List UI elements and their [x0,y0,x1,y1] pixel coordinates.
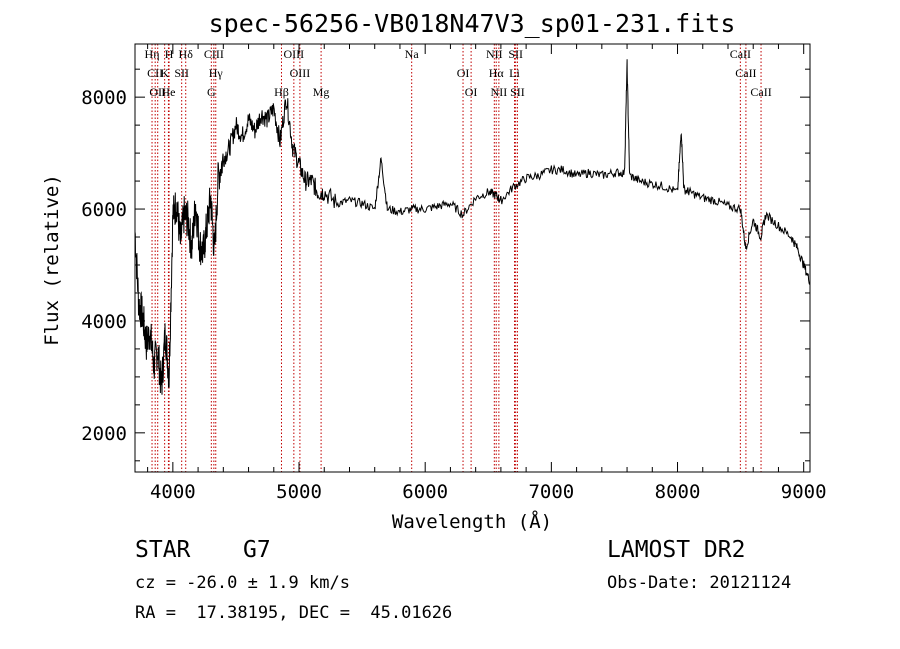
spectral-line-label: CaII [730,47,751,61]
plot-frame [134,43,811,473]
object-subclass: G7 [243,537,271,563]
survey-name: LAMOST DR2 [607,537,746,563]
spectral-line-label: OI [465,85,478,99]
spectral-line-label: Hγ [209,66,224,80]
y-axis-label: Flux (relative) [41,174,63,346]
spectral-line-label: Na [405,47,420,61]
y-tick-label: 6000 [81,199,127,221]
spectral-line-label: G [207,85,216,99]
spectral-line-label: He [161,85,175,99]
spectral-line-label: Hη [145,47,160,61]
spectral-line-label: CII [147,66,163,80]
spectral-line-label: Li [509,66,520,80]
coordinates: RA = 17.38195, DEC = 45.01626 [135,603,453,623]
x-tick-label: 6000 [402,481,448,503]
spectral-line-label: CaII [735,66,756,80]
x-tick-label: 5000 [276,481,322,503]
spectral-line-label: Hδ [179,47,194,61]
chart-title: spec-56256-VB018N47V3_sp01-231.fits [209,9,736,38]
x-tick-label: 7000 [528,481,574,503]
spectral-line-label: SII [174,66,189,80]
spectral-line-label: Mg [313,85,330,99]
spectral-line-label: OIII [284,47,305,61]
y-axis-ticks: 2000 4000 6000 8000 [81,68,810,462]
spectral-line-label: OI [457,66,470,80]
x-axis-ticks: 4000 5000 6000 7000 8000 9000 [147,44,827,503]
spectral-line-labels: HηCIIOIIHKHeHδSIIGCIIIHγHβOIIIOIIIMgNaOI… [145,47,772,99]
spectral-line-label: NII [491,85,508,99]
spectral-line-markers [151,44,762,472]
spectral-line-label: NII [486,47,503,61]
spectral-line-label: OII [149,85,166,99]
spectral-line-label: H [165,47,174,61]
redshift-velocity: cz = -26.0 ± 1.9 km/s [135,573,350,593]
x-tick-label: 4000 [150,481,196,503]
spectral-line-label: K [160,66,169,80]
y-tick-label: 4000 [81,311,127,333]
spectral-line-label: CIII [204,47,224,61]
object-class: STAR [135,537,191,563]
spectral-line-label: SII [510,85,525,99]
spectrum-series-line [134,59,811,395]
x-tick-label: 9000 [781,481,827,503]
spectral-line-label: Hβ [274,85,289,99]
spectral-line-label: SII [508,47,523,61]
y-tick-label: 2000 [81,423,127,445]
spectral-line-label: OIII [290,66,311,80]
x-axis-label: Wavelength (Å) [392,510,552,533]
x-tick-label: 8000 [655,481,701,503]
y-tick-label: 8000 [81,87,127,109]
observation-date: Obs-Date: 20121124 [607,573,792,593]
spectral-line-label: Hα [489,66,505,80]
spectral-line-label: CaII [750,85,771,99]
